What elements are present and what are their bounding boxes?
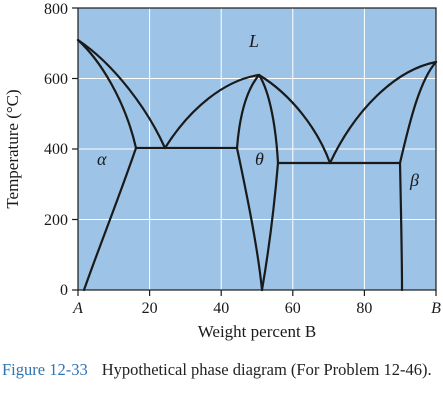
- y-axis-title: Temperature (°C): [3, 89, 22, 208]
- alpha-solvus: [82, 146, 138, 292]
- x-tick-label-80: 80: [356, 300, 372, 317]
- beta-solidus: [398, 60, 438, 165]
- beta-solvus: [398, 161, 404, 292]
- y-ticks: [72, 7, 78, 291]
- figure-number: Figure 12-33: [2, 360, 88, 379]
- liquidus-right: [328, 60, 438, 165]
- x-ticks: [77, 290, 437, 296]
- y-tick-label-200: 200: [44, 212, 68, 229]
- phase-label-liquid: L: [248, 31, 259, 51]
- y-tick-label-0: 0: [60, 282, 68, 299]
- theta-right-lower: [260, 161, 280, 292]
- y-tick-label-600: 600: [44, 71, 68, 88]
- liquidus-to-theta: [163, 73, 261, 150]
- phase-label-theta: θ: [255, 149, 264, 169]
- x-tick-label-B: B: [431, 300, 441, 317]
- liquidus-left: [76, 38, 167, 150]
- x-tick-label-A: A: [72, 300, 83, 317]
- phase-label-alpha: α: [97, 149, 107, 169]
- phase-boundaries: [76, 38, 438, 292]
- y-tick-label-400: 400: [44, 141, 68, 158]
- phase-label-beta: β: [409, 170, 419, 190]
- y-tick-label-800: 800: [44, 1, 68, 18]
- theta-right-upper: [257, 73, 280, 165]
- x-tick-label-60: 60: [285, 300, 301, 317]
- x-tick-label-20: 20: [142, 300, 158, 317]
- theta-left-upper: [235, 73, 261, 150]
- alpha-solidus: [76, 38, 138, 150]
- theta-left-lower: [235, 146, 264, 292]
- caption-text: Hypothetical phase diagram (For Problem …: [101, 360, 432, 379]
- liquidus-theta-to-eutectic: [257, 73, 332, 165]
- x-axis-title: Weight percent B: [198, 322, 317, 341]
- x-tick-label-40: 40: [213, 300, 229, 317]
- figure-caption: Figure 12-33 Hypothetical phase diagram (…: [2, 359, 442, 380]
- phase-diagram: L α θ β 0 200 400 600 800 A 20 40 60 80 …: [3, 1, 441, 341]
